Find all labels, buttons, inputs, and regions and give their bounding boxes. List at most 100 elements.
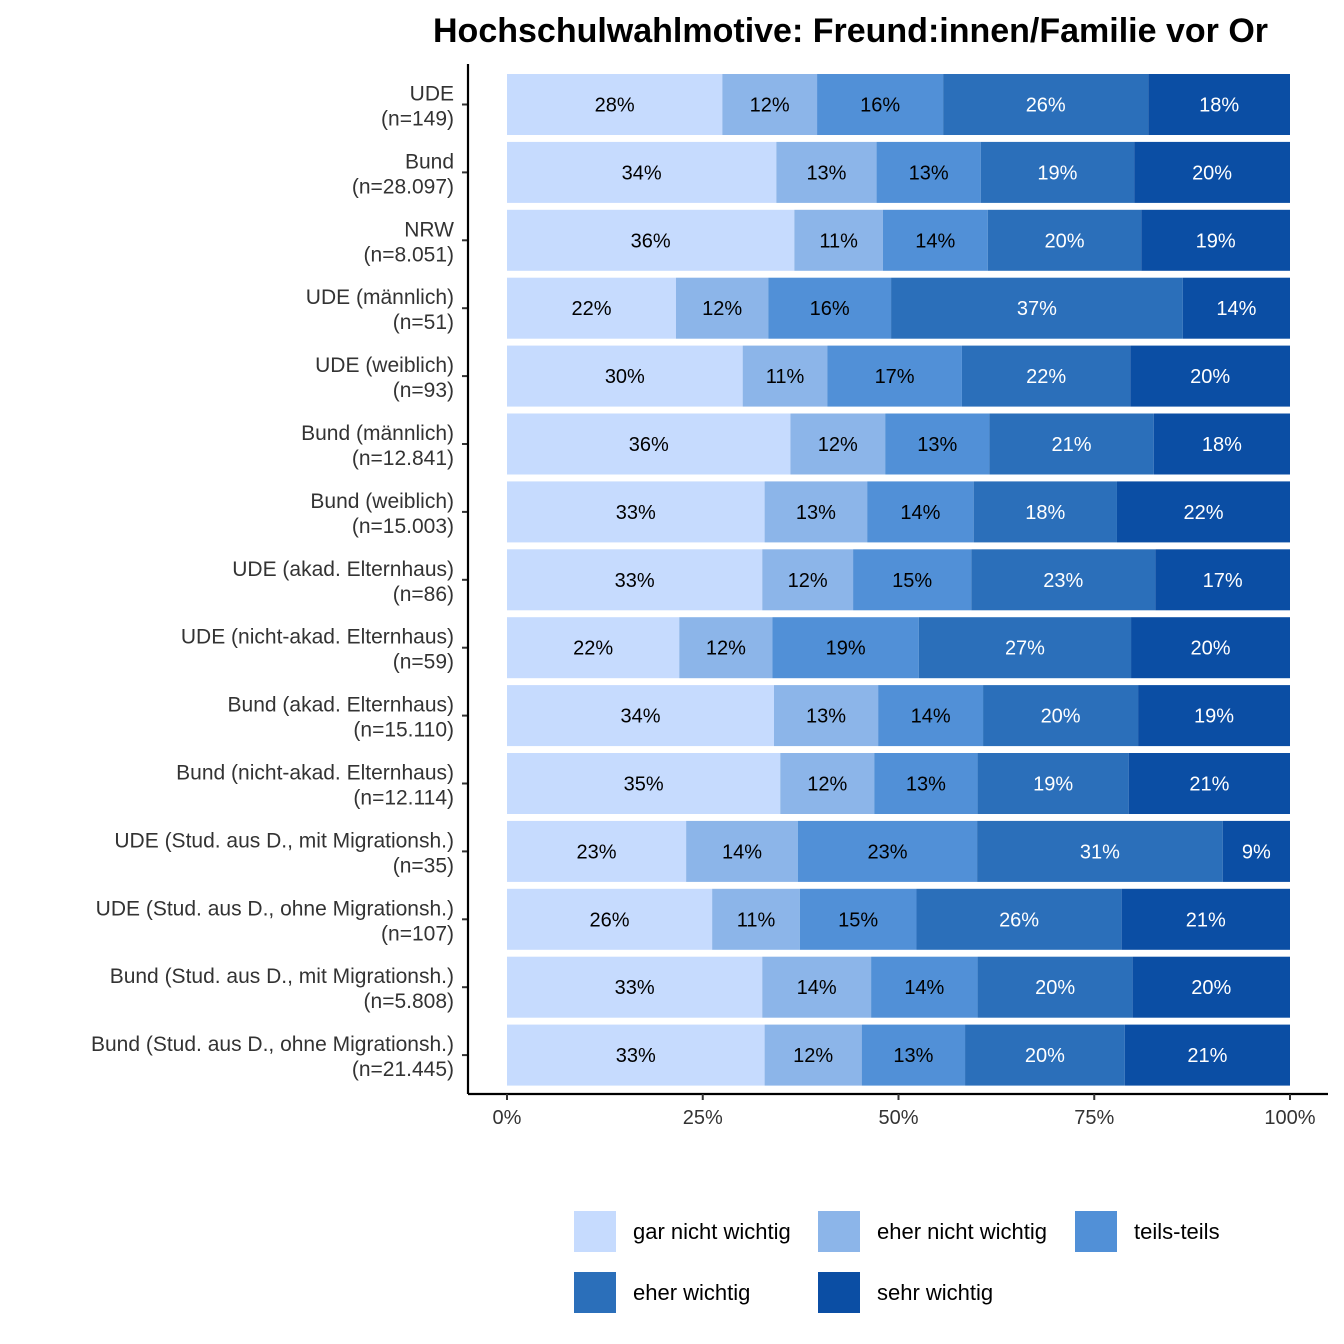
data-label: 19%	[1033, 774, 1073, 796]
bar-segment	[507, 956, 763, 1018]
bar-segment	[977, 753, 1129, 814]
category-label: NRW	[404, 218, 454, 241]
bar-segment	[764, 1024, 862, 1086]
data-label: 22%	[1183, 502, 1223, 524]
bar-segment	[722, 74, 818, 135]
bar-segment	[943, 74, 1149, 135]
data-label: 26%	[999, 909, 1039, 931]
data-label: 12%	[788, 570, 828, 592]
bar-segment	[772, 617, 919, 679]
bar-segment	[871, 956, 978, 1018]
bar-segment	[853, 549, 972, 611]
bar-segment	[794, 209, 883, 271]
bar-segment	[507, 888, 713, 950]
data-label: 26%	[1026, 95, 1066, 117]
bar-segment	[742, 345, 828, 407]
data-label: 14%	[911, 706, 951, 728]
data-label: 20%	[1044, 230, 1084, 252]
bar-segment	[1128, 753, 1290, 814]
data-label: 12%	[807, 774, 847, 796]
bar-segment	[983, 685, 1139, 747]
legend-label: gar nicht wichtig	[633, 1219, 791, 1244]
data-label: 20%	[1035, 977, 1075, 999]
data-label: 33%	[615, 570, 655, 592]
legend-label: eher wichtig	[633, 1280, 750, 1305]
data-label: 35%	[624, 774, 664, 796]
data-label: 36%	[631, 230, 671, 252]
category-label: UDE (männlich)	[306, 286, 454, 309]
bar-segment	[686, 820, 798, 882]
data-label: 14%	[904, 977, 944, 999]
data-label: 13%	[917, 434, 957, 456]
category-label: UDE	[410, 83, 454, 106]
bar-segment	[1153, 413, 1290, 475]
data-label: 17%	[875, 366, 915, 388]
bar-segment	[961, 345, 1131, 407]
bar-segment	[1141, 209, 1290, 271]
data-label: 22%	[573, 638, 613, 660]
bar-segment	[1116, 481, 1290, 543]
category-sample-size: (n=51)	[393, 311, 454, 334]
bar-segment	[507, 413, 791, 475]
data-label: 33%	[616, 502, 656, 524]
data-label: 20%	[1041, 706, 1081, 728]
data-label: 19%	[826, 638, 866, 660]
data-label: 18%	[1025, 502, 1065, 524]
bar-segment	[675, 277, 769, 339]
category-sample-size: (n=5.808)	[364, 990, 454, 1013]
category-sample-size: (n=12.114)	[353, 787, 454, 810]
data-label: 22%	[571, 298, 611, 320]
data-label: 13%	[909, 162, 949, 184]
data-label: 11%	[819, 230, 858, 252]
bar-segment	[891, 277, 1183, 339]
data-label: 22%	[1026, 366, 1066, 388]
bar-segment	[507, 617, 680, 679]
data-label: 20%	[1192, 162, 1232, 184]
bar-segment	[507, 141, 777, 203]
bar-segment	[712, 888, 800, 950]
data-label: 20%	[1191, 638, 1231, 660]
bar-segment	[977, 956, 1133, 1018]
data-label: 12%	[818, 434, 858, 456]
data-label: 23%	[868, 841, 908, 863]
bar-segment	[507, 1024, 765, 1086]
category-sample-size: (n=149)	[381, 108, 454, 131]
data-label: 20%	[1190, 366, 1230, 388]
bar-segment	[1131, 617, 1290, 679]
data-label: 13%	[906, 774, 946, 796]
legend: gar nicht wichtig eher nicht wichtig teils…	[574, 1211, 1220, 1313]
category-sample-size: (n=59)	[393, 651, 454, 674]
bar-segment	[780, 753, 875, 814]
data-label: 30%	[605, 366, 645, 388]
category-sample-size: (n=8.051)	[364, 243, 454, 266]
bar-segment	[1148, 74, 1290, 135]
bar-segment	[1130, 345, 1290, 407]
data-label: 37%	[1017, 298, 1057, 320]
category-label: Bund	[405, 150, 454, 173]
bar-segment	[867, 481, 974, 543]
bar-segment	[797, 820, 978, 882]
data-label: 21%	[1186, 909, 1226, 931]
data-label: 19%	[1194, 706, 1234, 728]
data-label: 20%	[1025, 1045, 1065, 1067]
bar-segment	[774, 685, 879, 747]
data-label: 36%	[629, 434, 669, 456]
bar-segment	[885, 413, 990, 475]
bars-group: 28% 12% 16% 26% 18% 34% 13% 13% 19% 20% 36% 11% 14% 2…	[507, 74, 1290, 1086]
data-label: 20%	[1191, 977, 1231, 999]
data-label: 21%	[1187, 1045, 1227, 1067]
bar-segment	[507, 685, 775, 747]
data-label: 21%	[1189, 774, 1229, 796]
bar-segment	[762, 956, 872, 1018]
bar-segment	[916, 888, 1122, 950]
data-label: 21%	[1052, 434, 1092, 456]
category-label: UDE (Stud. aus D., mit Migrationsh.)	[114, 829, 454, 852]
legend-swatch	[818, 1272, 860, 1313]
bar-segment	[1132, 956, 1290, 1018]
bar-segment	[1222, 820, 1290, 882]
category-sample-size: (n=15.003)	[352, 515, 454, 538]
data-label: 23%	[577, 841, 617, 863]
category-sample-size: (n=93)	[393, 379, 454, 402]
data-label: 27%	[1005, 638, 1045, 660]
